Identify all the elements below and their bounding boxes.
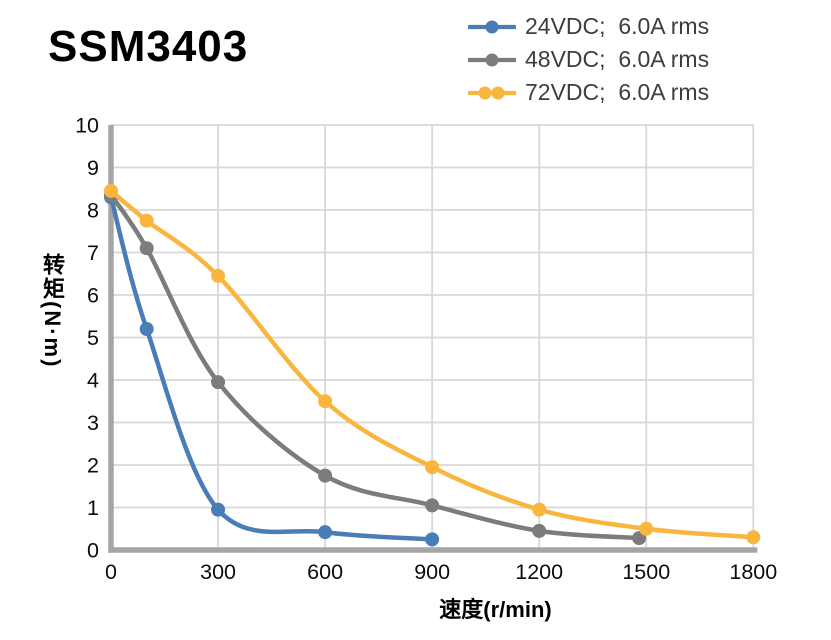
x-tick-label: 1800 <box>729 560 777 584</box>
y-tick-label: 2 <box>87 454 99 478</box>
series-marker-0 <box>139 322 154 336</box>
x-axis-title: 速度(r/min) <box>439 597 552 622</box>
legend-item-2: 72VDC; 6.0A rms <box>468 76 709 109</box>
x-tick-label: 600 <box>307 560 343 584</box>
y-tick-label: 9 <box>87 156 99 180</box>
y-axis-title: 转矩(N·m) <box>40 253 65 369</box>
series-marker-0 <box>211 502 226 517</box>
series-marker-0 <box>318 525 333 540</box>
legend-label: 72VDC; 6.0A rms <box>525 79 710 105</box>
series-marker-2 <box>211 268 226 283</box>
legend-item-1: 48VDC; 6.0A rms <box>468 43 709 76</box>
legend-label: 48VDC; 6.0A rms <box>525 46 710 72</box>
series-marker-2 <box>425 460 440 475</box>
legend-marker-icon <box>468 53 516 66</box>
x-tick-label: 900 <box>414 560 450 584</box>
series-marker-1 <box>425 498 440 513</box>
legend: 24VDC; 6.0A rms 48VDC; 6.0A rms 72VDC; 6.0… <box>468 10 709 109</box>
y-tick-label: 3 <box>87 411 99 435</box>
series-marker-2 <box>318 394 333 409</box>
series-marker-1 <box>318 468 333 483</box>
chart-title: SSM3403 <box>48 22 249 71</box>
x-tick-label: 0 <box>105 560 117 584</box>
series-marker-1 <box>532 523 547 538</box>
y-tick-label: 1 <box>87 496 99 520</box>
y-tick-label: 10 <box>75 114 99 138</box>
series-line-2 <box>108 188 756 540</box>
y-tick-label: 5 <box>87 326 99 350</box>
y-tick-label: 7 <box>87 241 99 265</box>
y-tick-label: 8 <box>87 199 99 223</box>
x-tick-label: 1500 <box>622 560 670 584</box>
legend-marker-icon <box>468 86 516 99</box>
series-marker-2 <box>639 521 654 536</box>
x-tick-label: 1200 <box>515 560 563 584</box>
series-marker-2 <box>139 213 154 228</box>
series-line-0 <box>108 195 435 542</box>
y-tick-label: 6 <box>87 284 99 308</box>
legend-label: 24VDC; 6.0A rms <box>525 13 710 39</box>
series-marker-2 <box>532 502 547 517</box>
series-marker-0 <box>425 532 440 547</box>
series-marker-1 <box>211 375 226 390</box>
series-marker-2 <box>104 183 118 198</box>
series-line-1 <box>108 192 642 541</box>
legend-marker-icon <box>468 20 516 33</box>
legend-item-0: 24VDC; 6.0A rms <box>468 10 709 43</box>
y-tick-label: 4 <box>87 369 99 393</box>
x-tick-label: 300 <box>200 560 236 584</box>
y-tick-label: 0 <box>87 539 99 563</box>
series-marker-1 <box>139 241 154 256</box>
series-marker-2 <box>746 530 761 545</box>
